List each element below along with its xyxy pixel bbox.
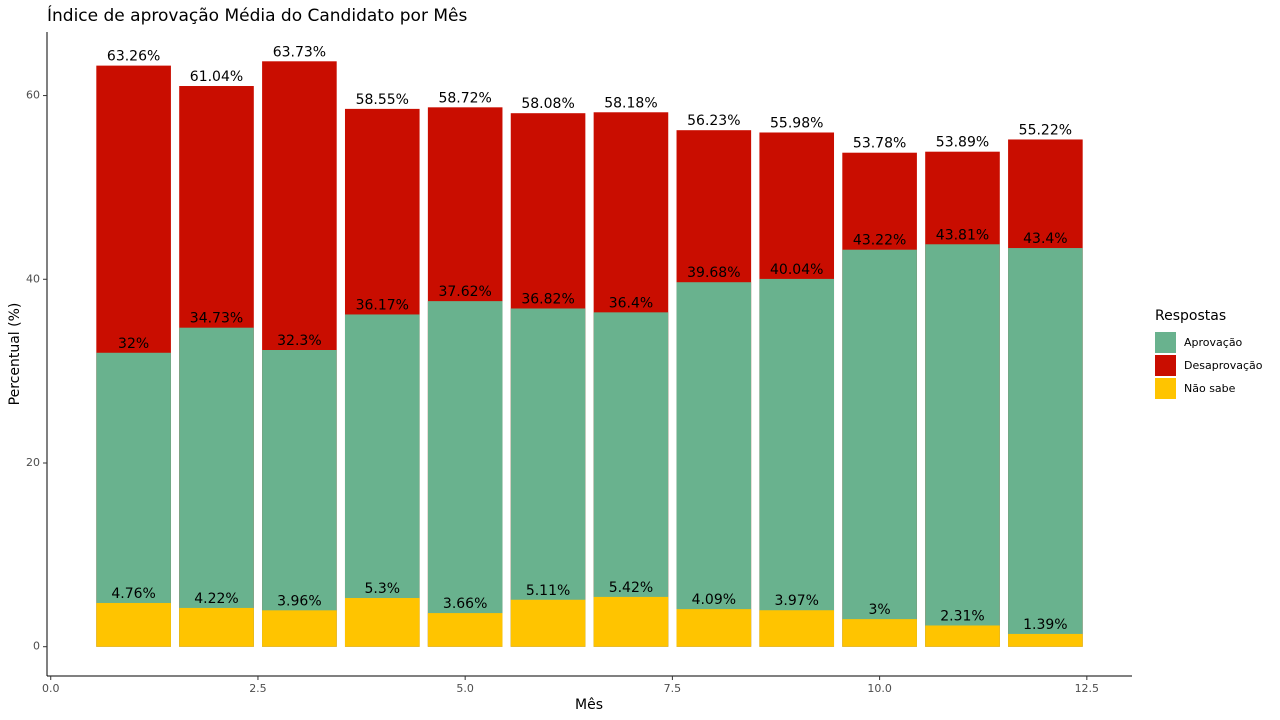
y-tick-label: 20 (26, 456, 40, 469)
y-tick-label: 40 (26, 272, 40, 285)
value-label: 36.82% (521, 291, 574, 307)
y-tick-label: 0 (33, 640, 40, 653)
x-axis-title: Mês (575, 697, 603, 713)
x-tick-label: 5.0 (456, 682, 474, 695)
bar (759, 610, 835, 647)
y-axis-title: Percentual (%) (7, 303, 23, 406)
value-label: 4.22% (194, 591, 238, 607)
value-label: 56.23% (687, 113, 740, 129)
x-tick-label: 12.5 (1075, 682, 1100, 695)
bar (676, 282, 752, 647)
value-label: 2.31% (940, 608, 984, 624)
legend-title: Respostas (1155, 308, 1226, 324)
x-tick-label: 10.0 (867, 682, 892, 695)
bar (842, 249, 917, 647)
value-label: 4.76% (111, 586, 155, 602)
value-label: 3.66% (443, 596, 487, 612)
x-tick-label: 7.5 (664, 682, 682, 695)
bar (842, 619, 917, 647)
bar (427, 301, 503, 647)
legend-swatch (1155, 332, 1176, 353)
legend-label: Aprovação (1184, 336, 1243, 349)
bar (96, 602, 171, 647)
legend-swatch (1155, 378, 1176, 399)
bar (510, 308, 586, 647)
value-label: 34.73% (190, 311, 243, 327)
value-label: 58.08% (521, 96, 574, 112)
value-label: 32% (118, 336, 149, 352)
value-label: 3% (868, 602, 890, 618)
bar (593, 312, 669, 647)
bar (925, 244, 1000, 647)
x-tick-label: 2.5 (249, 682, 267, 695)
bar (676, 609, 752, 647)
bar (262, 350, 337, 647)
value-label: 58.55% (356, 92, 409, 108)
value-label: 37.62% (438, 284, 491, 300)
bar (179, 607, 254, 647)
value-label: 5.3% (364, 581, 400, 597)
value-label: 3.97% (774, 593, 818, 609)
value-label: 58.18% (604, 95, 657, 111)
value-label: 43.22% (853, 233, 906, 249)
value-label: 5.11% (526, 583, 570, 599)
bar (1008, 633, 1083, 647)
value-label: 58.72% (438, 90, 491, 106)
value-label: 3.96% (277, 593, 321, 609)
bar (427, 613, 503, 647)
bar (344, 598, 420, 647)
value-label: 39.68% (687, 265, 740, 281)
bar (344, 314, 420, 647)
value-label: 63.26% (107, 49, 160, 65)
bar (925, 625, 1000, 647)
value-label: 5.42% (609, 580, 653, 596)
bar (1008, 248, 1083, 647)
legend-label: Não sabe (1184, 382, 1236, 395)
x-tick-label: 0.0 (42, 682, 60, 695)
value-label: 43.4% (1023, 231, 1067, 247)
value-label: 53.89% (936, 135, 989, 151)
value-label: 55.98% (770, 115, 823, 131)
value-label: 32.3% (277, 333, 321, 349)
value-label: 61.04% (190, 69, 243, 85)
value-label: 55.22% (1019, 122, 1072, 138)
value-label: 4.09% (692, 592, 736, 608)
value-label: 40.04% (770, 262, 823, 278)
bar (179, 327, 254, 647)
value-label: 36.4% (609, 295, 653, 311)
value-label: 63.73% (273, 44, 326, 60)
bar (96, 352, 171, 647)
value-label: 43.81% (936, 227, 989, 243)
bar (510, 599, 586, 647)
bar (593, 596, 669, 647)
bar (759, 278, 835, 647)
chart-title: Índice de aprovação Média do Candidato p… (47, 4, 467, 26)
bar (262, 610, 337, 647)
value-label: 36.17% (356, 297, 409, 313)
legend-label: Desaprovação (1184, 359, 1263, 372)
value-label: 1.39% (1023, 617, 1067, 633)
legend-swatch (1155, 355, 1176, 376)
value-label: 53.78% (853, 136, 906, 152)
y-tick-label: 60 (26, 89, 40, 102)
